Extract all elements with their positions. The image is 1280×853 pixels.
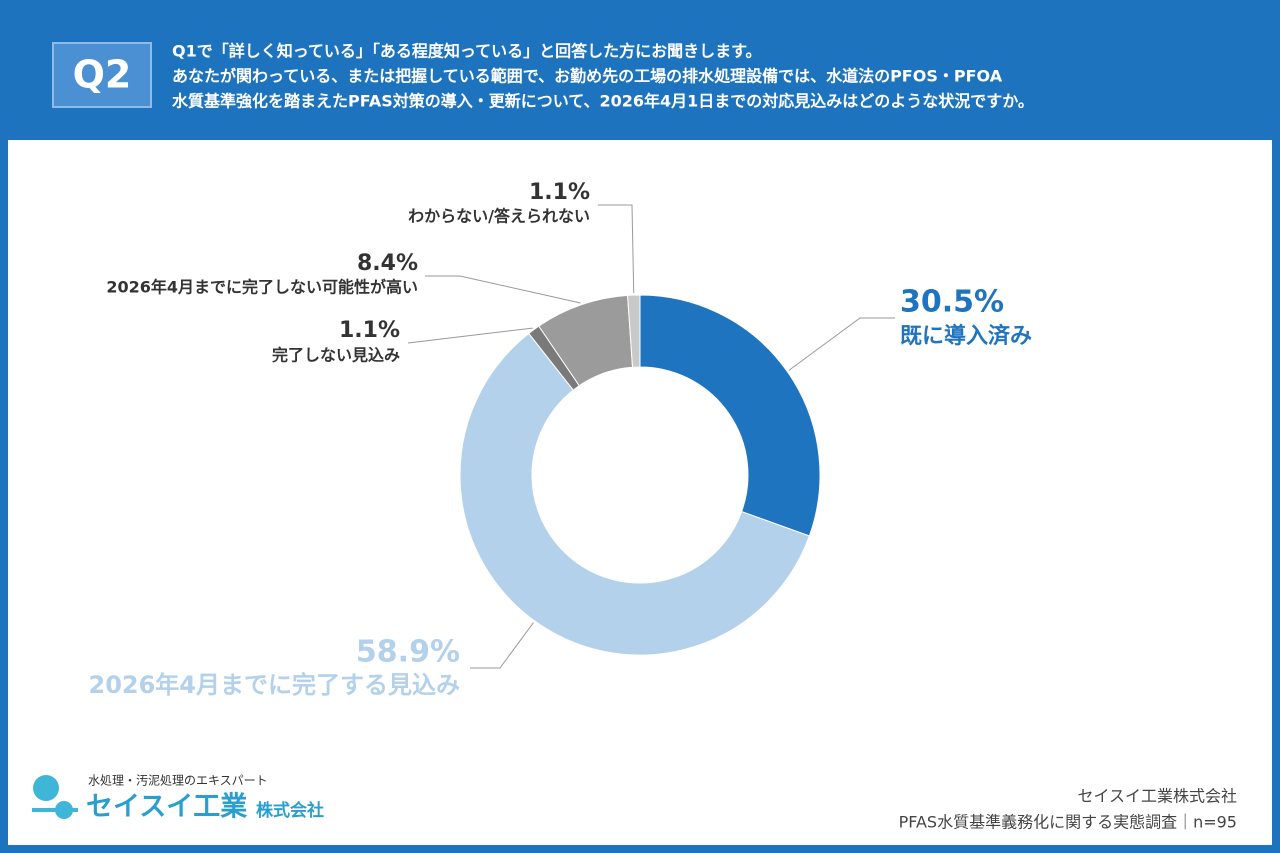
survey-note: PFAS水質基準義務化に関する実態調査｜n=95 [899, 813, 1237, 832]
value-label: 1.1% [529, 180, 590, 205]
leader-line [407, 327, 533, 344]
leader-line [788, 317, 895, 371]
logo-suffix: 株式会社 [256, 800, 324, 821]
badge-box [52, 42, 152, 108]
value-label: 30.5% [900, 285, 1004, 320]
company: セイスイ工業株式会社 [1077, 787, 1237, 806]
leader-line [598, 204, 635, 294]
category-label: 既に導入済み [900, 323, 1032, 349]
category-label: 2026年4月までに完了する見込み [89, 671, 461, 699]
panel [8, 140, 1272, 845]
category-label: わからない/答えられない [408, 207, 590, 226]
question-line: あなたが関わっている、または把握している範囲で、お勤め先の工場の排水処理設備では… [172, 67, 1003, 86]
slice [627, 294, 641, 368]
question-line: Q1で「詳しく知っている」「ある程度知っている」と回答した方にお聞きします。 [172, 42, 762, 61]
question-line: 水質基準強化を踏まえたPFAS対策の導入・更新について、2026年4月1日までの… [172, 92, 1034, 111]
leader-line [425, 275, 581, 304]
leader-line [470, 622, 534, 669]
logo-tagline: 水処理・汚泥処理のエキスパート [88, 774, 268, 788]
badge: Q2 [73, 53, 132, 97]
value-label: 58.9% [356, 635, 460, 670]
logo-name: セイスイ工業 [86, 792, 247, 823]
category-label: 2026年4月までに完了しない可能性が高い [106, 278, 418, 297]
value-label: 1.1% [339, 318, 400, 343]
category-label: 完了しない見込み [272, 346, 400, 365]
slice [639, 294, 821, 537]
slice [459, 332, 810, 656]
donut-chart: 30.5% 既に導入済み 58.9%2026年4月までに完了する見込み 1.1% 完了し… [89, 180, 1033, 699]
logo-mark [32, 808, 78, 812]
logo-mark [33, 775, 59, 801]
value-label: 8.4% [357, 251, 418, 276]
